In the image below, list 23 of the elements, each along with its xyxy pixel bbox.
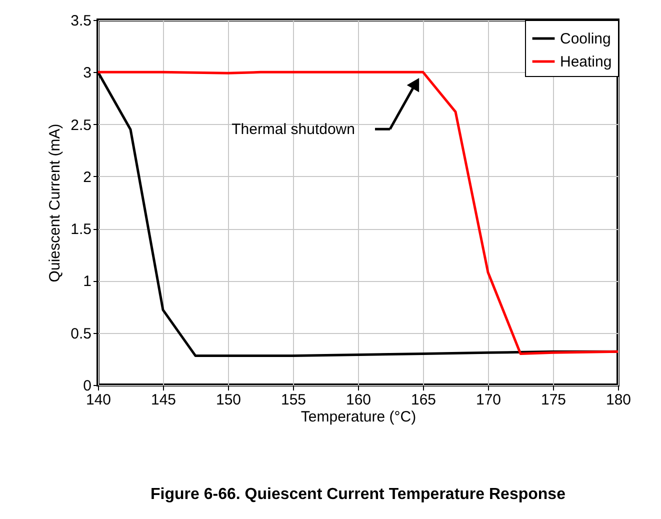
y-tick-label: 0 (83, 378, 92, 394)
y-tick-label: 3.5 (70, 12, 92, 30)
y-tick-label: 3 (83, 64, 92, 82)
x-tick-label: 155 (280, 392, 306, 408)
legend-label: Cooling (560, 30, 611, 48)
y-tick-label: 1.5 (70, 221, 92, 238)
x-tick-label: 150 (216, 392, 242, 408)
y-tick-label: 1 (83, 273, 92, 290)
x-tick-label: 145 (150, 392, 176, 408)
x-tick-label: 140 (86, 392, 112, 408)
x-tick-label: 170 (476, 392, 502, 408)
annotation: Thermal shutdown (232, 121, 355, 138)
x-tick-label: 175 (540, 392, 566, 408)
y-tick-label: 2 (83, 168, 92, 186)
y-axis-title: Quiescent Current (mA) (46, 124, 64, 282)
x-tick-label: 180 (606, 392, 632, 408)
legend-label: Heating (560, 54, 612, 70)
text: Figure 6-66. Quiescent Current Temperature Response (150, 486, 566, 503)
x-tick-label: 160 (346, 392, 372, 408)
x-axis-title: Temperature (°C) (300, 408, 416, 426)
y-tick-label: 2.5 (70, 116, 92, 134)
x-tick-label: 165 (410, 392, 436, 408)
y-tick-label: 0.5 (70, 325, 92, 342)
